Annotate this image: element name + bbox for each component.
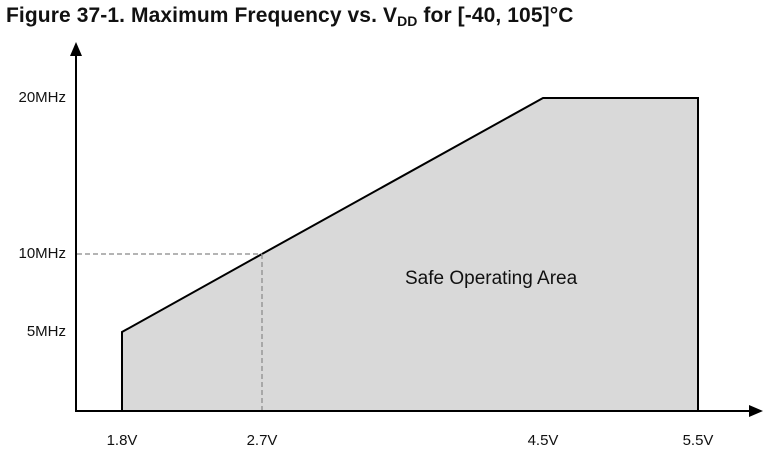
- x-tick-4-5v: 4.5V: [527, 432, 559, 449]
- x-axis-arrow-icon: [749, 405, 763, 417]
- safe-operating-area-label: Safe Operating Area: [405, 268, 578, 289]
- x-tick-1-8v: 1.8V: [106, 432, 138, 449]
- title-main: Figure 37-1. Maximum Frequency vs. V: [6, 4, 398, 27]
- x-tick-2-7v: 2.7V: [246, 432, 278, 449]
- title-suffix: for [-40, 105]°C: [417, 4, 574, 27]
- y-tick-5mhz: 5MHz: [26, 323, 66, 340]
- y-tick-10mhz: 10MHz: [18, 245, 66, 262]
- figure-title: Figure 37-1. Maximum Frequency vs. VDD f…: [6, 4, 573, 29]
- y-tick-20mhz: 20MHz: [18, 89, 66, 106]
- x-tick-5-5v: 5.5V: [682, 432, 714, 449]
- title-subscript: DD: [397, 13, 418, 29]
- y-axis-arrow-icon: [70, 42, 82, 56]
